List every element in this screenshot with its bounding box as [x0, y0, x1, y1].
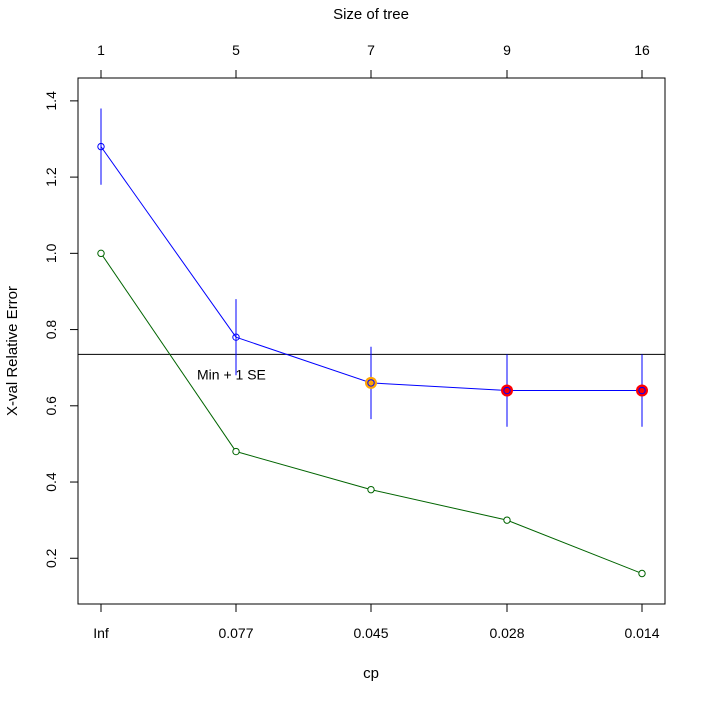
highlight-point [365, 376, 377, 389]
reference-line-label: Min + 1 SE [197, 366, 266, 382]
rel-error-segment [100, 253, 237, 452]
y-tick-label: 0.8 [43, 320, 59, 340]
rel-error-point [367, 485, 375, 494]
top-tick-label: 9 [503, 42, 511, 58]
top-axis-ticks: 1 5 7 9 16 [97, 42, 650, 78]
x-axis-ticks: Inf 0.077 0.045 0.028 0.014 [93, 604, 660, 641]
rel-error-point [638, 569, 646, 578]
y-tick-label: 0.4 [43, 472, 59, 492]
series-layer [97, 108, 648, 578]
y-tick-label: 0.2 [43, 548, 59, 568]
top-tick-label: 1 [97, 42, 105, 58]
rel-error-segment [370, 489, 508, 521]
highlight-point [636, 384, 648, 397]
xerror-point [97, 142, 105, 151]
x-tick-label: 0.014 [624, 625, 659, 641]
top-tick-label: 5 [232, 42, 240, 58]
rel-error-point [503, 516, 511, 524]
top-axis-title: Size of tree [333, 6, 409, 23]
xerror-point [367, 379, 375, 387]
xerror-segment [370, 382, 508, 392]
xerror-point [232, 333, 240, 341]
y-tick-label: 1.0 [43, 243, 59, 263]
rel-error-point [97, 249, 105, 258]
x-tick-label: Inf [93, 625, 109, 641]
highlight-point [501, 384, 513, 397]
rel-error-segment [506, 519, 643, 574]
x-tick-label: 0.028 [489, 625, 524, 641]
xerror-segment [235, 336, 372, 384]
rel-error-point [232, 447, 240, 456]
x-axis-title: cp [363, 665, 379, 682]
series-rel-error [97, 249, 646, 578]
rel-error-segment [235, 451, 372, 491]
y-axis-ticks: 0.2 0.4 0.6 0.8 1.0 1.2 1.4 [43, 91, 78, 568]
series-xerror [97, 108, 648, 427]
y-tick-label: 0.6 [43, 396, 59, 416]
xerror-segment [100, 146, 237, 338]
x-tick-label: 0.045 [353, 625, 388, 641]
xerror-point [638, 386, 646, 395]
y-tick-label: 1.2 [43, 167, 59, 187]
xerror-point [503, 386, 511, 395]
plot-frame [77, 77, 666, 605]
y-axis-title: X-val Relative Error [4, 286, 21, 416]
top-tick-label: 7 [367, 42, 375, 58]
x-tick-label: 0.077 [218, 625, 253, 641]
top-tick-label: 16 [634, 42, 650, 58]
y-tick-label: 1.4 [43, 91, 59, 111]
